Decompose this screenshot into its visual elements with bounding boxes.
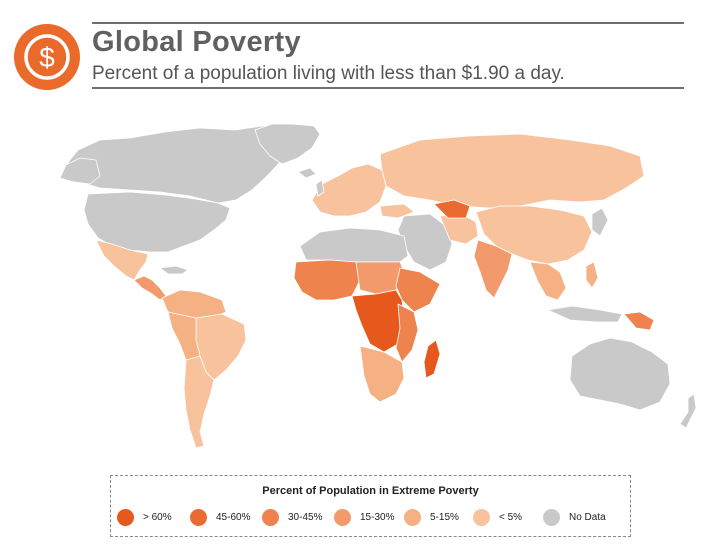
legend-item-45-60: 45-60% [190, 506, 250, 528]
region-caribbean [159, 265, 189, 275]
legend-label: 30-45% [288, 511, 323, 523]
region-korea-japan [591, 207, 609, 237]
legend-item-5-15: 5-15% [404, 506, 459, 528]
region-southeast-asia [529, 261, 567, 301]
region-turkey [379, 203, 415, 219]
legend-label: < 5% [499, 511, 523, 523]
legend-item-30-45: 30-45% [262, 506, 322, 528]
legend-swatch [190, 508, 207, 526]
page-subtitle: Percent of a population living with less… [92, 63, 565, 84]
legend-swatch [334, 508, 351, 526]
region-north-africa [299, 227, 409, 263]
region-papua-new-guinea [623, 311, 655, 331]
dollar-coin-icon: $ [14, 24, 80, 90]
legend-label: 15-30% [360, 511, 395, 523]
region-united-states [83, 191, 231, 253]
region-central-america [133, 275, 167, 301]
region-greenland [254, 123, 321, 165]
region-new-zealand [679, 393, 697, 429]
legend-swatch [262, 508, 279, 526]
legend-item-gt-60: > 60% [117, 506, 172, 528]
legend-label: 5-15% [430, 511, 459, 523]
region-india [473, 239, 513, 299]
legend-title: Percent of Population in Extreme Poverty [262, 485, 479, 497]
world-map [59, 123, 697, 449]
svg-text:$: $ [39, 42, 55, 73]
region-east-africa [395, 303, 419, 363]
region-horn-of-africa [395, 267, 441, 313]
legend-swatch [473, 508, 490, 526]
legend-item-no-data: No Data [543, 506, 606, 528]
region-southern-cone [183, 355, 215, 449]
legend-swatch [404, 508, 421, 526]
region-west-africa [293, 259, 361, 301]
region-madagascar [423, 339, 441, 379]
header-top-rule [92, 22, 684, 24]
region-uk [315, 179, 325, 197]
region-southern-africa [359, 345, 405, 403]
legend-item-lt-5: < 5% [473, 506, 522, 528]
region-russia [379, 133, 645, 209]
region-mexico [95, 239, 149, 281]
region-indonesia [547, 305, 623, 323]
legend-swatch [117, 508, 134, 526]
region-central-asia [433, 199, 471, 219]
region-central-africa [351, 289, 405, 353]
map-legend: Percent of Population in Extreme Poverty… [110, 475, 631, 537]
legend-label: 45-60% [216, 511, 251, 523]
legend-label: > 60% [143, 511, 172, 523]
region-australia [569, 337, 671, 411]
legend-items: > 60% 45-60% 30-45% 15-30% 5-15% < 5% No… [111, 506, 630, 528]
legend-swatch [543, 508, 560, 526]
legend-label: No Data [569, 511, 606, 523]
region-iceland [297, 167, 317, 179]
header-bottom-rule [92, 87, 684, 89]
region-philippines [585, 261, 599, 289]
region-alaska [59, 157, 101, 185]
page-title: Global Poverty [92, 26, 301, 58]
legend-item-15-30: 15-30% [334, 506, 394, 528]
